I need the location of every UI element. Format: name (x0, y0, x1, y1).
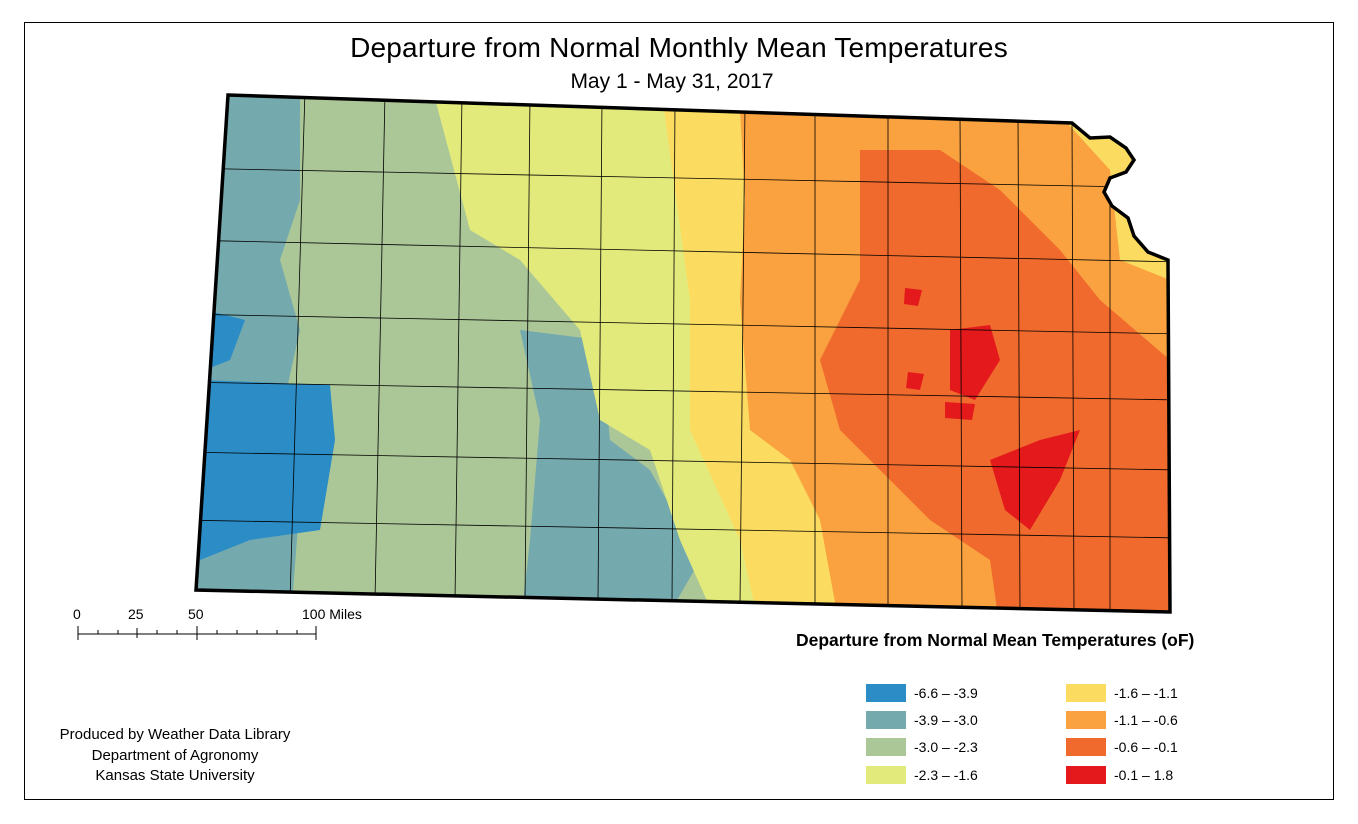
scale-label-25: 25 (128, 606, 144, 622)
legend-item: -6.6 – -3.9 (866, 683, 978, 703)
legend-label: -0.6 – -0.1 (1114, 739, 1178, 755)
legend-item: -1.6 – -1.1 (1066, 683, 1178, 703)
legend-item: -3.0 – -2.3 (866, 737, 978, 757)
credit-line: Kansas State University (95, 767, 255, 784)
zone-central-teal (520, 330, 700, 612)
legend-swatch (866, 766, 906, 784)
legend-swatch (866, 711, 906, 729)
legend-label: -3.9 – -3.0 (914, 712, 978, 728)
legend-swatch (866, 738, 906, 756)
legend-item: -2.3 – -1.6 (866, 765, 978, 785)
legend-swatch (1066, 766, 1106, 784)
zone-red-3 (904, 288, 922, 306)
scale-label-50: 50 (188, 606, 204, 622)
credit-line: Department of Agronomy (91, 746, 259, 764)
scale-label-0: 0 (73, 606, 81, 622)
zone-yellow-green (430, 95, 760, 612)
legend-item: -1.1 – -0.6 (1066, 710, 1178, 730)
legend-item: -0.6 – -0.1 (1066, 737, 1178, 757)
zone-blue-small (205, 310, 245, 370)
legend-label: -2.3 – -1.6 (914, 767, 978, 783)
legend-title: Departure from Normal Mean Temperatures … (796, 630, 1195, 650)
zone-red-2 (990, 430, 1080, 530)
zone-red-1 (950, 325, 1000, 400)
scale-bar (77, 626, 317, 640)
kansas-state-outline (194, 93, 1172, 614)
zone-red-4 (906, 372, 924, 390)
legend-label: -0.1 – 1.8 (1114, 767, 1174, 783)
legend-label: -1.1 – -0.6 (1114, 712, 1178, 728)
map-frame (24, 22, 1334, 800)
legend-item: -0.1 – 1.8 (1066, 765, 1173, 785)
zone-red-5 (945, 402, 975, 420)
credit-line: Produced by Weather Data Library (59, 726, 291, 743)
zone-southwest-blue (200, 380, 335, 560)
legend-swatch (1066, 684, 1106, 702)
scale-label-100-miles: 100 Miles (302, 606, 362, 622)
map-subtitle: May 1 - May 31, 2017 (570, 70, 774, 93)
zone-red-orange (820, 150, 1170, 612)
credits: Produced by Weather Data Library Departm… (30, 725, 320, 787)
legend-label: -6.6 – -3.9 (914, 685, 978, 701)
temperature-zones (196, 95, 1170, 612)
legend-label: -3.0 – -2.3 (914, 739, 978, 755)
map-title: Departure from Normal Monthly Mean Tempe… (350, 32, 1008, 63)
county-boundaries (196, 95, 1170, 612)
legend-swatch (1066, 711, 1106, 729)
legend-label: -1.6 – -1.1 (1114, 685, 1178, 701)
zone-red-orange-north (870, 170, 950, 240)
legend-swatch (866, 684, 906, 702)
legend-swatch (1066, 738, 1106, 756)
legend-item: -3.9 – -3.0 (866, 710, 978, 730)
